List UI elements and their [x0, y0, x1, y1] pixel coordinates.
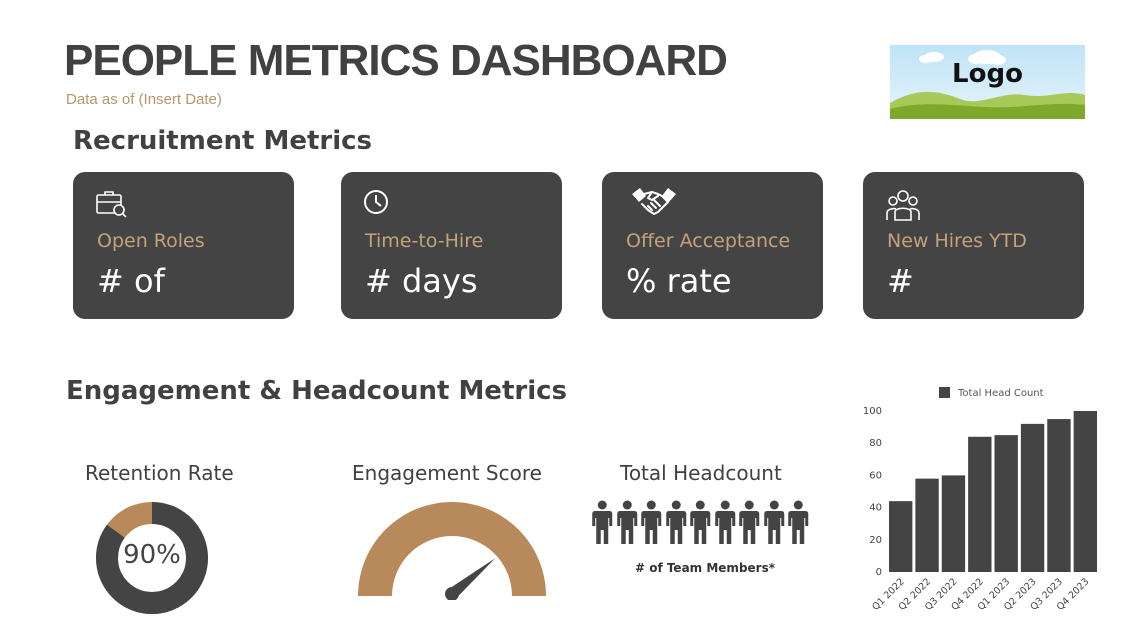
engagement-gauge — [358, 502, 546, 600]
logo-landscape-image — [890, 45, 1085, 119]
person-icon — [616, 500, 637, 544]
legend-label: Total Head Count — [957, 388, 1044, 399]
y-tick-label: 80 — [869, 438, 882, 449]
donut-value-arc — [96, 502, 208, 614]
handshake-icon — [632, 188, 676, 215]
group-icon — [886, 190, 920, 221]
retention-donut — [96, 502, 208, 614]
bar — [1073, 411, 1097, 572]
person-icon — [665, 500, 686, 544]
card-label: Open Roles — [97, 230, 205, 252]
person-icon — [788, 500, 809, 544]
card-value: # of — [97, 262, 165, 300]
card-label: Offer Acceptance — [626, 230, 791, 252]
person-icon — [739, 500, 760, 544]
bar — [968, 436, 992, 572]
logo: Logo — [890, 45, 1085, 119]
logo-text: Logo — [952, 59, 1023, 89]
card-value: # — [887, 262, 914, 300]
card-offer-acceptance: Offer Acceptance % rate — [602, 172, 823, 319]
bar — [1047, 419, 1071, 572]
y-tick-label: 40 — [869, 503, 882, 514]
team-members-note: # of Team Members* — [634, 561, 776, 575]
gauge-needle — [445, 558, 496, 600]
headcount-people-icons — [590, 500, 811, 546]
y-tick-label: 60 — [869, 470, 882, 481]
person-icon — [714, 500, 735, 544]
card-label: Time-to-Hire — [365, 230, 484, 252]
page-title: PEOPLE METRICS DASHBOARD — [64, 36, 728, 85]
y-tick-label: 0 — [876, 567, 882, 578]
card-label: New Hires YTD — [887, 230, 1027, 252]
card-open-roles: Open Roles # of — [73, 172, 294, 319]
person-icon — [641, 500, 662, 544]
bar — [889, 501, 913, 572]
person-icon — [763, 500, 784, 544]
card-new-hires-ytd: New Hires YTD # — [863, 172, 1084, 319]
y-tick-label: 20 — [869, 535, 882, 546]
briefcase-search-icon — [96, 191, 127, 218]
clock-icon — [364, 190, 388, 214]
engagement-score-label: Engagement Score — [352, 461, 542, 485]
bar — [994, 435, 1018, 572]
gauge-arc — [358, 502, 546, 596]
card-time-to-hire: Time-to-Hire # days — [341, 172, 562, 319]
legend-swatch — [939, 387, 950, 398]
data-date-subtitle: Data as of (Insert Date) — [66, 91, 222, 108]
bar — [915, 478, 939, 572]
person-icon — [592, 500, 613, 544]
total-headcount-label: Total Headcount — [620, 461, 782, 485]
bar — [941, 475, 966, 572]
bar — [1020, 423, 1045, 572]
person-icon — [690, 500, 711, 544]
y-tick-label: 100 — [863, 406, 882, 417]
card-value: % rate — [626, 262, 732, 300]
engagement-section-title: Engagement & Headcount Metrics — [66, 376, 567, 406]
recruitment-section-title: Recruitment Metrics — [73, 126, 373, 156]
retention-rate-value: 90% — [123, 540, 181, 570]
card-value: # days — [365, 262, 478, 300]
retention-rate-label: Retention Rate — [85, 461, 234, 485]
